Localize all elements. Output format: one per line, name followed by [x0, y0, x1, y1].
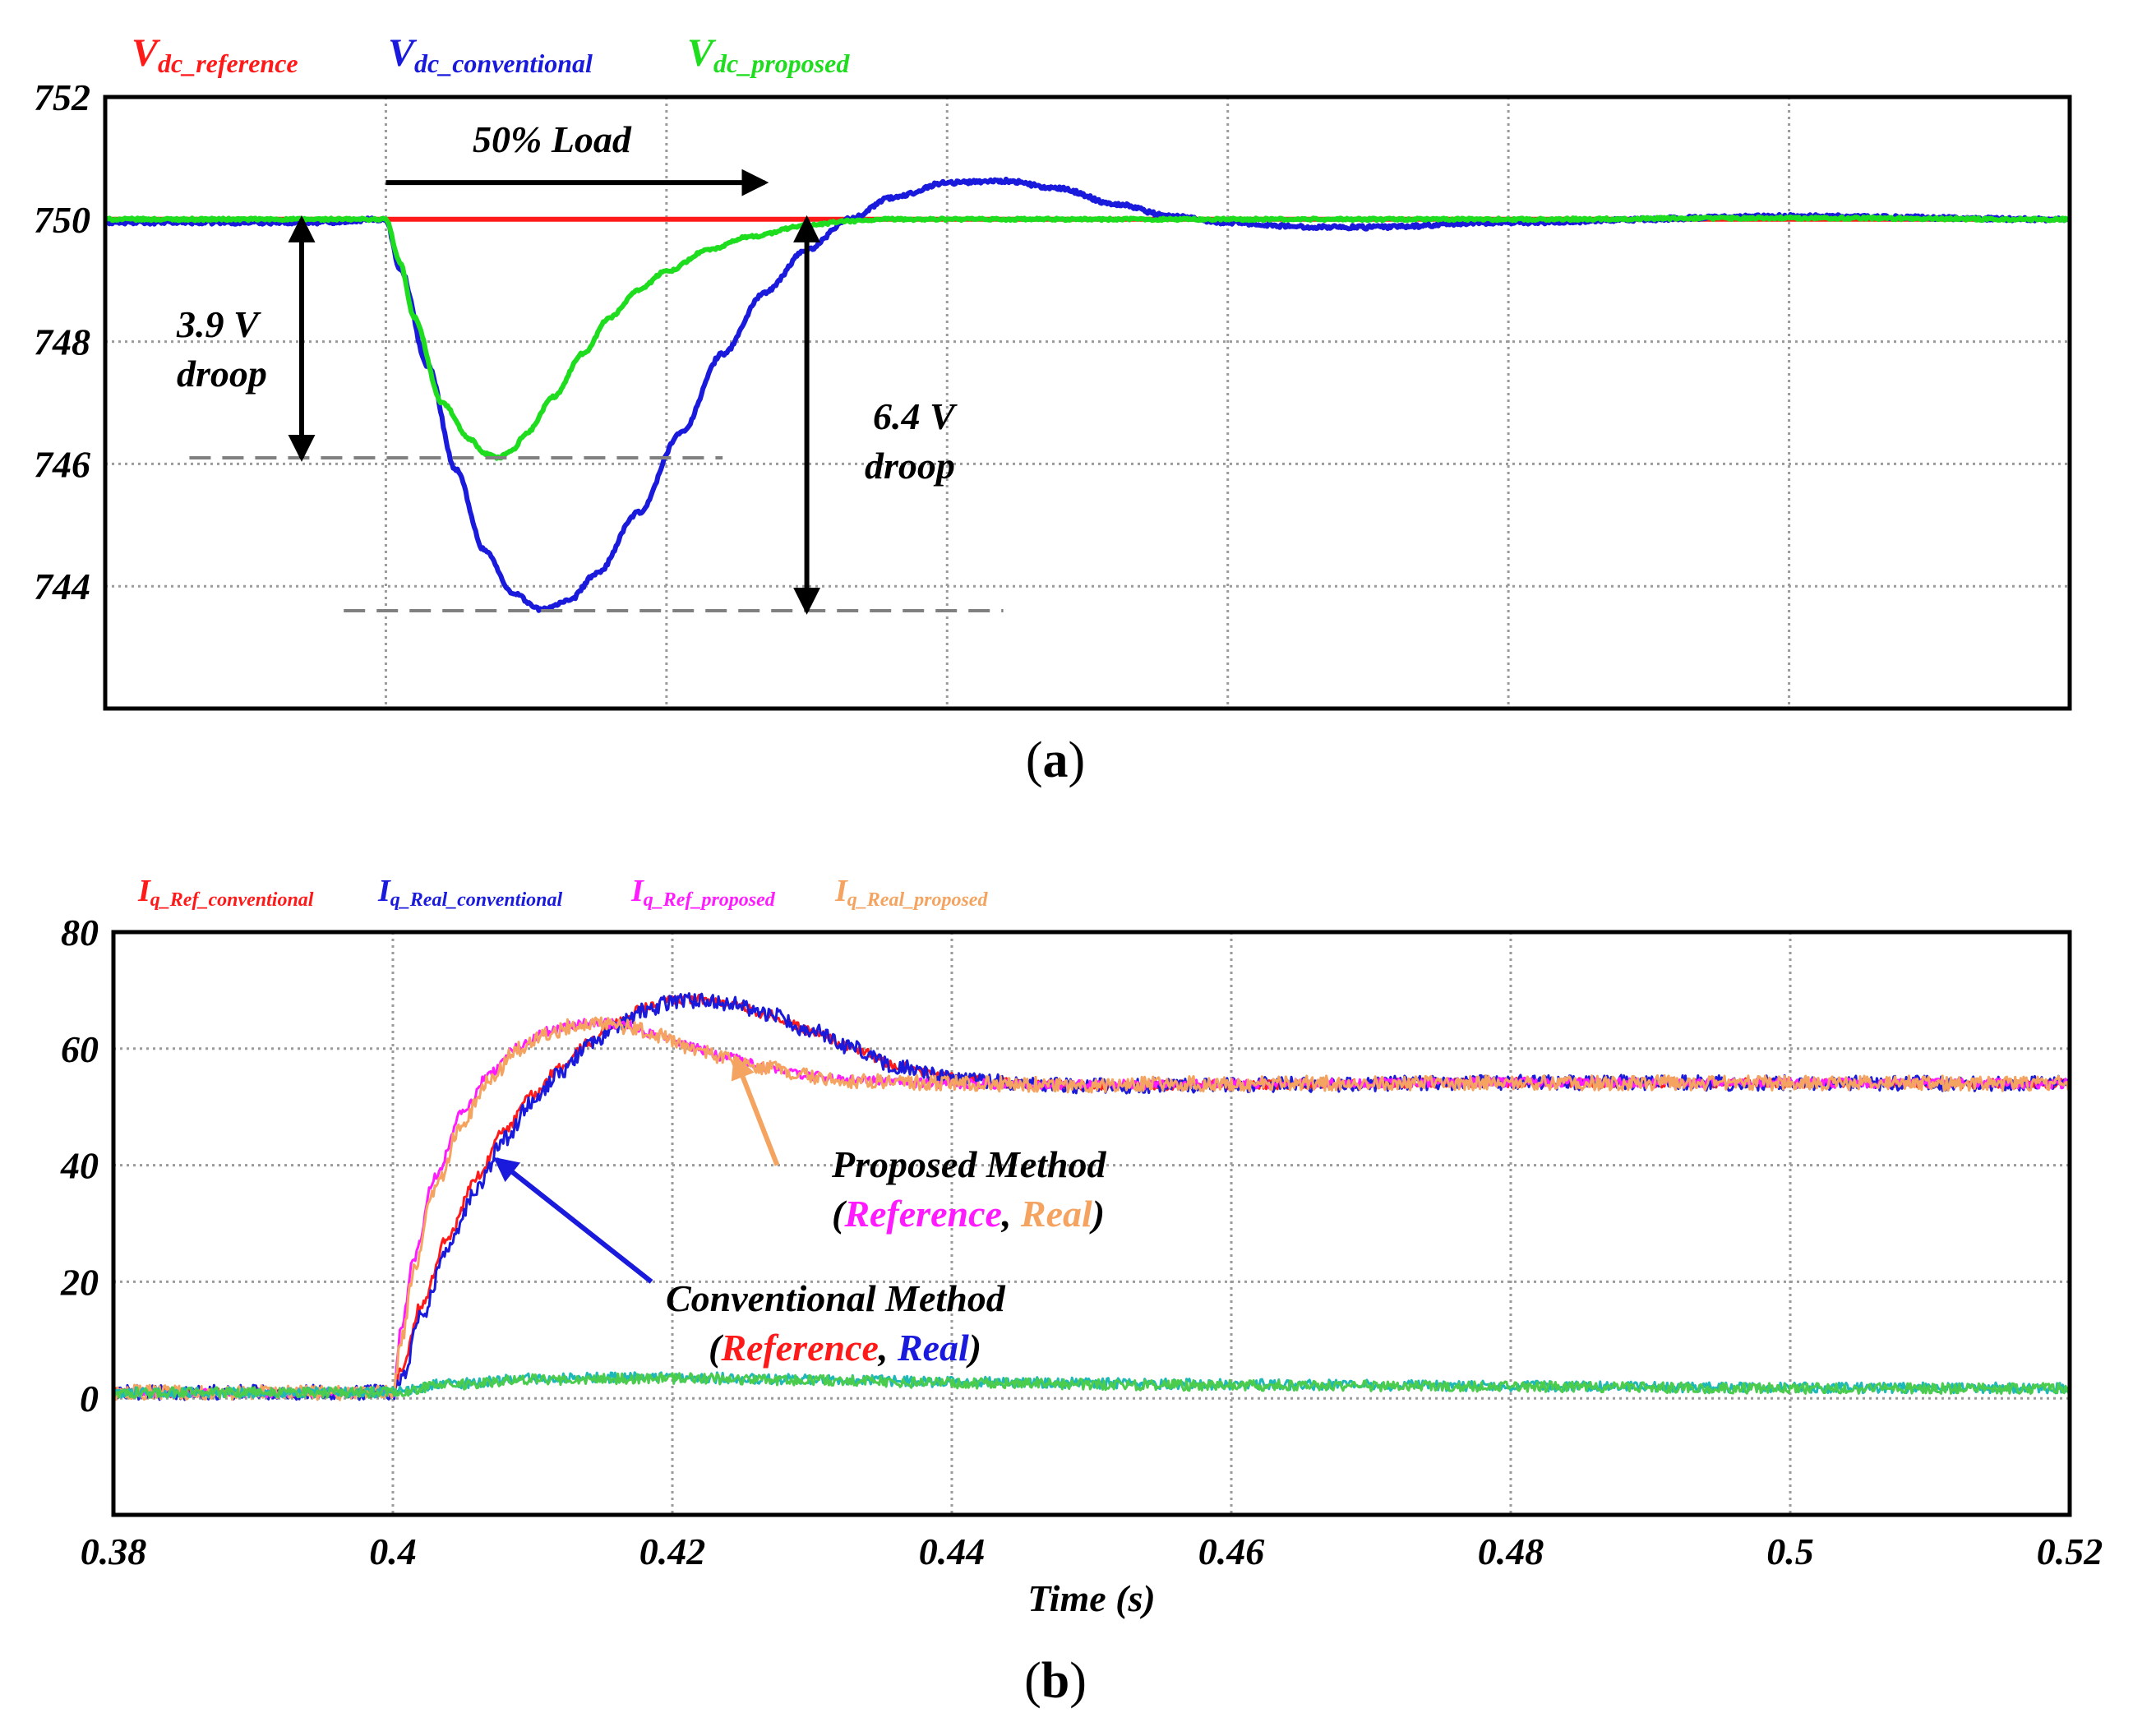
series-Vdc_conventional	[103, 176, 2072, 613]
x-tick-label: 0.42	[639, 1530, 706, 1572]
chart-b: Iq_Ref_conventional Iq_Real_conventional…	[60, 874, 2103, 1709]
proposed-method-legend: (Reference, Real)	[832, 1193, 1105, 1235]
conventional-method-arrow	[493, 1156, 653, 1284]
conventional-method-title: Conventional Method	[666, 1277, 1006, 1319]
caption-b: (b)	[1024, 1653, 1087, 1709]
legend-a-reference: Vdc_reference	[132, 31, 298, 78]
y-tick-label: 60	[61, 1028, 99, 1070]
proposed-real-label: Real	[1020, 1193, 1092, 1235]
x-tick-label: 0.44	[919, 1530, 986, 1572]
conventional-ref-label: Reference	[720, 1327, 879, 1369]
caption-a: (a)	[1026, 732, 1085, 788]
series-Iq_Real_proposed	[112, 1016, 2071, 1401]
series-Id_proposed	[112, 1372, 2071, 1399]
legend-a-proposed: Vdc_proposed	[687, 31, 850, 78]
chart-a: Vdc_reference Vdc_conventional Vdc_propo…	[34, 31, 2072, 788]
proposed-ref-label: Reference	[843, 1193, 1002, 1235]
x-tick-label: 0.52	[2037, 1530, 2103, 1572]
y-tick-label: 20	[60, 1261, 99, 1303]
chart-b-annotations	[493, 1054, 780, 1284]
x-tick-label: 0.4	[369, 1530, 417, 1572]
legend-b-real-conventional: Iq_Real_conventional	[377, 874, 562, 911]
y-tick-label: 744	[34, 566, 90, 607]
y-tick-label: 40	[60, 1145, 99, 1187]
legend-b-ref-proposed: Iq_Ref_proposed	[630, 874, 776, 911]
chart-b-y-tick-labels: 80 60 40 20 0	[60, 912, 99, 1420]
chart-a-frame	[103, 95, 2072, 711]
chart-a-series	[103, 176, 2072, 613]
conventional-real-label: Real	[897, 1327, 969, 1369]
chart-a-annotations	[189, 169, 1004, 615]
y-tick-label: 750	[34, 199, 90, 241]
chart-b-series	[112, 992, 2071, 1401]
x-tick-label: 0.46	[1198, 1530, 1265, 1572]
droop1-value: 3.9 V	[176, 303, 261, 345]
legend-b-real-proposed: Iq_Real_proposed	[834, 874, 988, 911]
droop2-word: droop	[865, 445, 955, 487]
y-tick-label: 0	[80, 1378, 99, 1420]
chart-a-gridlines	[105, 95, 2070, 709]
y-tick-label: 80	[61, 912, 99, 953]
chart-b-gridlines	[113, 930, 2070, 1515]
chart-a-y-tick-labels: 752 750 748 746 744	[34, 76, 90, 607]
legend-b-ref-conventional: Iq_Ref_conventional	[137, 874, 314, 911]
legend-a-conventional: Vdc_conventional	[388, 31, 593, 78]
y-tick-label: 748	[34, 321, 90, 363]
x-axis-label: Time (s)	[1027, 1577, 1155, 1619]
load-label: 50% Load	[473, 118, 632, 160]
x-tick-label: 0.38	[81, 1530, 147, 1572]
proposed-method-arrow	[731, 1054, 780, 1166]
x-tick-label: 0.48	[1478, 1530, 1544, 1572]
chart-b-frame	[111, 930, 2072, 1517]
droop1-word: droop	[177, 353, 267, 395]
proposed-method-title: Proposed Method	[831, 1143, 1107, 1185]
chart-b-x-tick-labels: 0.38 0.4 0.42 0.44 0.46 0.48 0.5 0.52	[81, 1530, 2103, 1572]
x-tick-label: 0.5	[1766, 1530, 1814, 1572]
y-tick-label: 752	[34, 76, 90, 118]
y-tick-label: 746	[34, 443, 90, 485]
conventional-method-legend: (Reference, Real)	[709, 1327, 981, 1369]
series-Vdc_proposed	[104, 214, 2071, 461]
droop2-value: 6.4 V	[873, 395, 958, 437]
